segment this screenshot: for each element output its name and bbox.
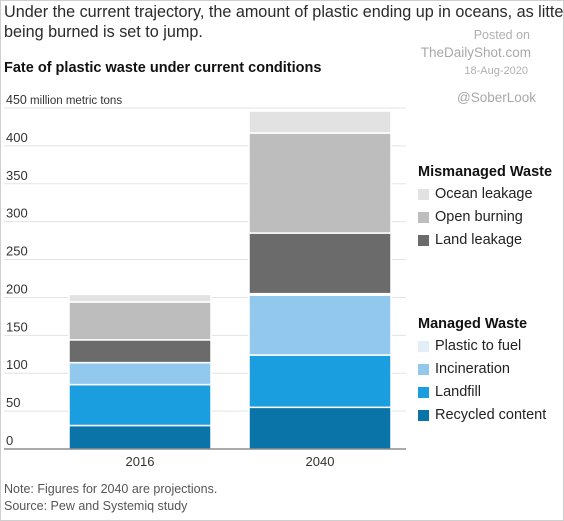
legend-swatch [418,211,429,223]
watermark-handle: @SoberLook [456,90,536,105]
legend-label: Open burning [435,209,523,225]
y-axis-unit-label: million metric tons [27,95,122,107]
bar-segment [68,293,212,303]
legend-label: Plastic to fuel [435,338,522,354]
x-tick-label: 2040 [306,454,335,469]
y-tick-label: 350 [6,168,28,183]
legend-swatch [418,234,429,246]
y-tick-label: 250 [6,244,28,259]
y-tick-label: 50 [6,395,20,410]
watermark-site: TheDailyShot.com [420,45,531,60]
watermark-posted: Posted on [473,28,530,42]
legend-item: Recycled content [418,405,546,425]
footer-source: Source: Pew and Systemiq study [4,499,188,513]
legend-swatch [418,363,429,375]
legend-label: Recycled content [435,407,547,423]
legend-swatch [418,340,429,352]
headline-line-2: being burned is set to jump. [4,23,203,41]
y-tick-label: 300 [6,206,28,221]
bar-segment [248,232,392,295]
headline: Under the current trajectory, the amount… [4,2,564,42]
bar-segment [68,301,212,341]
bar-segment [248,110,392,134]
legend-item: Landfill [418,382,481,402]
bar-segment [248,294,392,356]
chart-title: Fate of plastic waste under current cond… [4,60,322,76]
bar-segment [248,132,392,234]
bar-segment [68,383,212,427]
headline-line-1: Under the current trajectory, the amount… [4,3,564,21]
bar-segment [68,424,212,450]
bar-segment [248,354,392,409]
y-tick-label: 0 [6,433,13,448]
y-tick-label: 450 million metric tons [6,93,122,107]
legend-label: Incineration [435,361,510,377]
legend-item: Ocean leakage [418,184,533,204]
y-tick-label: 400 [6,130,28,145]
bar-segment [248,406,392,450]
x-tick-label: 2016 [126,454,155,469]
watermark-date: 18-Aug-2020 [464,65,528,77]
footer-note: Note: Figures for 2040 are projections. [4,482,218,496]
legend-item: Land leakage [418,230,522,250]
legend-swatch [418,386,429,398]
legend-item: Open burning [418,207,523,227]
legend-item: Incineration [418,359,510,379]
legend-item: Plastic to fuel [418,336,521,356]
bar-segment [68,361,212,386]
y-tick-label: 150 [6,319,28,334]
y-tick-label: 100 [6,357,28,372]
legend-group-title: Managed Waste [418,316,528,332]
legend-label: Land leakage [435,232,523,248]
y-tick-label: 200 [6,281,28,296]
bar-segment [68,339,212,364]
legend-swatch [418,409,429,421]
legend-label: Landfill [435,384,481,400]
legend-group-title: Mismanaged Waste [418,164,553,180]
legend-swatch [418,188,429,200]
legend-label: Ocean leakage [435,186,533,202]
